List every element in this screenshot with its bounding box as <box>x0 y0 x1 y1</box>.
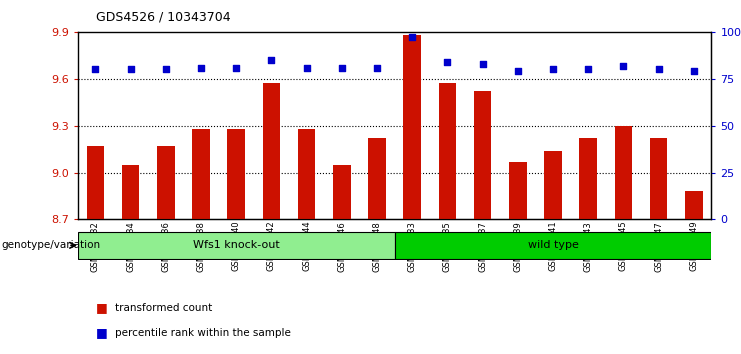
Text: ■: ■ <box>96 326 108 339</box>
Point <box>476 61 488 67</box>
Point <box>512 68 524 74</box>
Text: percentile rank within the sample: percentile rank within the sample <box>115 328 290 338</box>
Bar <box>473 91 491 219</box>
Point <box>124 67 136 72</box>
Bar <box>192 129 210 219</box>
Point <box>371 65 383 70</box>
Bar <box>403 35 421 219</box>
Bar <box>685 191 702 219</box>
Text: wild type: wild type <box>528 240 579 250</box>
Bar <box>395 232 711 259</box>
Point <box>582 67 594 72</box>
Point <box>653 67 665 72</box>
Text: GDS4526 / 10343704: GDS4526 / 10343704 <box>96 11 231 24</box>
Text: ■: ■ <box>96 302 108 314</box>
Bar <box>157 146 175 219</box>
Point <box>336 65 348 70</box>
Bar <box>262 84 280 219</box>
Bar <box>509 162 527 219</box>
Bar <box>544 151 562 219</box>
Text: Wfs1 knock-out: Wfs1 knock-out <box>193 240 279 250</box>
Bar <box>87 146 104 219</box>
Bar <box>78 232 395 259</box>
Bar <box>227 129 245 219</box>
Point <box>301 65 313 70</box>
Point <box>688 68 700 74</box>
Point <box>265 57 277 63</box>
Bar <box>650 138 668 219</box>
Point <box>442 59 453 65</box>
Bar <box>439 84 456 219</box>
Point <box>195 65 207 70</box>
Bar <box>298 129 316 219</box>
Bar <box>122 165 139 219</box>
Bar <box>368 138 386 219</box>
Point <box>406 35 418 40</box>
Point <box>90 67 102 72</box>
Bar <box>333 165 350 219</box>
Text: genotype/variation: genotype/variation <box>1 240 101 250</box>
Point <box>617 63 629 68</box>
Point <box>160 67 172 72</box>
Point <box>547 67 559 72</box>
Point <box>230 65 242 70</box>
Bar <box>579 138 597 219</box>
Bar <box>614 126 632 219</box>
Text: transformed count: transformed count <box>115 303 212 313</box>
